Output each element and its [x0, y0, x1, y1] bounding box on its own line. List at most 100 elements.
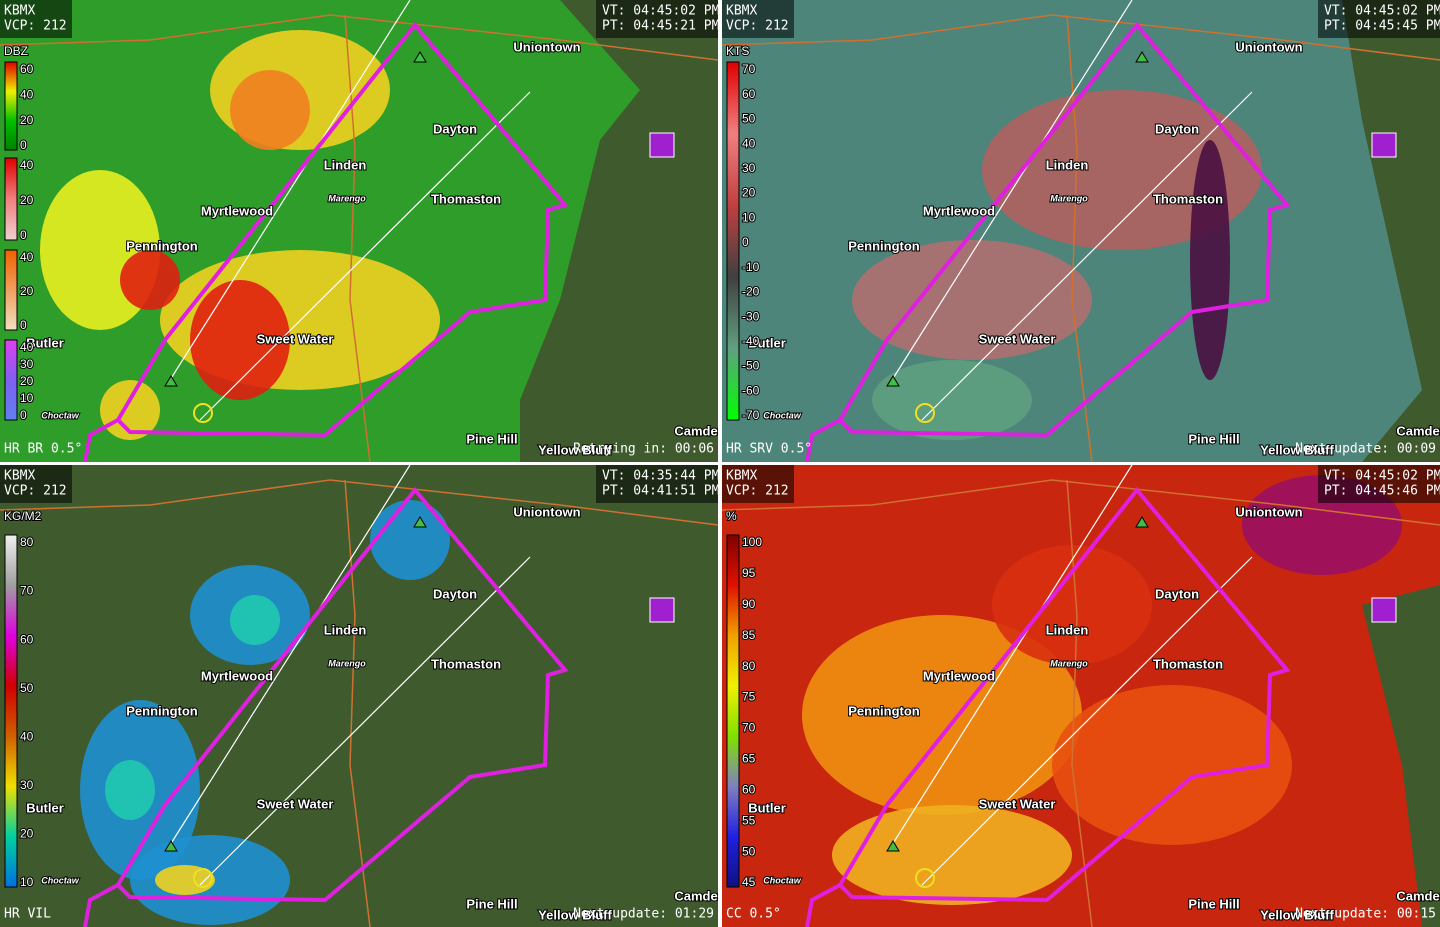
info-box — [0, 465, 72, 503]
place-label: Choctaw — [763, 875, 802, 885]
storm-track — [169, 0, 411, 381]
vcp: VCP: 212 — [726, 484, 789, 499]
scale-label: 10 — [742, 210, 756, 224]
spotter-icon — [886, 375, 900, 387]
radar-panel: Uniontown Dayton Linden Marengo Thomaston Myr… — [722, 0, 1440, 462]
color-bar — [726, 534, 740, 888]
color-bar — [4, 61, 18, 151]
place-label: Choctaw — [41, 410, 80, 420]
storm-track — [199, 91, 531, 421]
scale-label: 75 — [742, 690, 756, 704]
scale-label: -30 — [742, 309, 760, 323]
place-label: Butler — [26, 335, 64, 350]
road — [1066, 14, 1093, 462]
process-time: PT: 04:45:46 PM — [1324, 484, 1440, 499]
radar-echo — [1052, 685, 1292, 845]
place-label: Linden — [1046, 157, 1089, 172]
place-label: Marengo — [1050, 658, 1088, 668]
scale-label: 70 — [20, 584, 34, 598]
scale-label: 90 — [742, 597, 756, 611]
place-label: Dayton — [1155, 121, 1199, 136]
radar-echo — [230, 595, 280, 645]
scale-label: 0 — [742, 235, 749, 249]
spotter-icon — [164, 840, 178, 852]
process-time: PT: 04:45:21 PM — [602, 19, 720, 34]
valid-time: VT: 04:45:02 PM — [1324, 469, 1440, 484]
vcp: VCP: 212 — [726, 19, 789, 34]
place-label: Pine Hill — [466, 431, 517, 446]
radar-echo — [992, 545, 1152, 665]
storm-track — [921, 556, 1253, 886]
station: KBMX — [4, 4, 35, 19]
spotter-icon — [164, 375, 178, 387]
meso-icon — [915, 403, 935, 423]
scale-label: 80 — [20, 535, 34, 549]
time-box — [596, 0, 718, 38]
time-box — [596, 465, 718, 503]
scale-label: 20 — [20, 827, 34, 841]
process-time: PT: 04:41:51 PM — [602, 484, 720, 499]
valid-time: VT: 04:45:02 PM — [1324, 4, 1440, 19]
station: KBMX — [726, 469, 757, 484]
scale-label: 80 — [742, 659, 756, 673]
scale-label: 0 — [20, 138, 27, 152]
scale-label: 40 — [20, 250, 34, 264]
product-label: HR SRV 0.5° — [726, 442, 812, 457]
status-label: Next update: 00:09 — [1295, 442, 1436, 457]
scale-label: 50 — [20, 681, 34, 695]
place-label: Sweet Water — [979, 796, 1056, 811]
road — [1066, 479, 1093, 927]
alert-icon — [649, 132, 675, 158]
radar-panel: Uniontown Dayton Linden Marengo Thomaston Myr… — [722, 465, 1440, 927]
scale-label: 30 — [742, 161, 756, 175]
scale-label: -50 — [742, 359, 760, 373]
scale-label: 85 — [742, 628, 756, 642]
product-label: HR VIL — [4, 907, 51, 922]
place-label: Pine Hill — [466, 896, 517, 911]
color-bar — [726, 61, 740, 421]
scale-label: 40 — [742, 136, 756, 150]
map-area — [520, 0, 718, 462]
scale-label: -60 — [742, 383, 760, 397]
storm-track — [891, 0, 1133, 381]
place-label: Uniontown — [1235, 504, 1302, 519]
scale-label: 40 — [20, 88, 34, 102]
place-label: Pennington — [126, 703, 198, 718]
radar-panel: Uniontown Dayton Linden Marengo Thomaston Myr… — [0, 465, 720, 927]
warning-polygon — [805, 21, 1291, 462]
meso-icon — [915, 868, 935, 888]
scale-label: 0 — [20, 318, 27, 332]
place-label: Sweet Water — [979, 331, 1056, 346]
place-label: Yellow Bluff — [1260, 442, 1334, 457]
scale-label: 0 — [20, 228, 27, 242]
panel-body: Uniontown Dayton Linden Marengo Thomaston Myr… — [722, 465, 1440, 927]
map-area — [1342, 0, 1440, 462]
place-label: Butler — [748, 800, 786, 815]
place-label: Uniontown — [513, 504, 580, 519]
station: KBMX — [726, 4, 757, 19]
spotter-icon — [1135, 51, 1149, 63]
unit-label: KG/M2 — [4, 509, 42, 523]
scale-label: 100 — [742, 535, 762, 549]
scale-label: 20 — [20, 374, 34, 388]
scale-label: 55 — [742, 813, 756, 827]
place-label: Yellow Bluff — [1260, 907, 1334, 922]
place-label: Pine Hill — [1188, 431, 1239, 446]
scale-label: 20 — [20, 113, 34, 127]
place-label: Thomaston — [431, 656, 501, 671]
time-box — [1318, 0, 1440, 38]
scale-label: 45 — [742, 875, 756, 889]
radar-panel: Uniontown Dayton Linden Marengo Thomaston Myr… — [0, 0, 720, 462]
spotter-icon — [413, 51, 427, 63]
storm-track — [169, 465, 411, 846]
scale-label: 60 — [742, 87, 756, 101]
place-label: Marengo — [328, 658, 366, 668]
road — [722, 14, 1440, 61]
scale-label: 60 — [20, 632, 34, 646]
scale-label: 20 — [20, 284, 34, 298]
place-label: Dayton — [1155, 586, 1199, 601]
spotter-icon — [413, 516, 427, 528]
scale-label: 40 — [20, 729, 34, 743]
radar-echo — [802, 615, 1082, 815]
